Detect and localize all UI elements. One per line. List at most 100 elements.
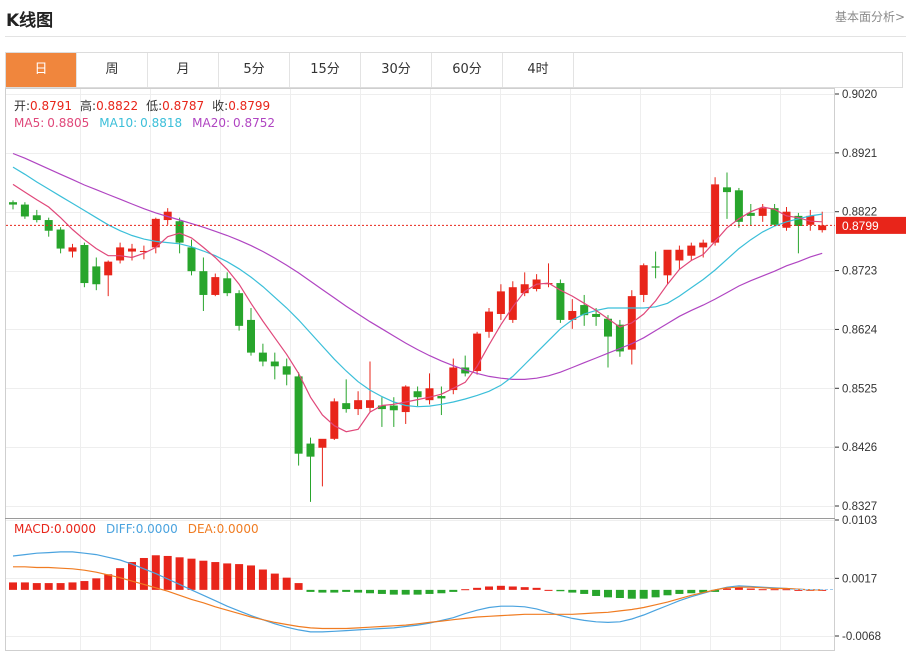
tab-month[interactable]: 月	[148, 53, 219, 87]
candle-body	[687, 245, 696, 256]
candle	[782, 206, 791, 231]
tab-60min[interactable]: 60分	[432, 53, 503, 87]
tab-30min[interactable]: 30分	[361, 53, 432, 87]
candle	[306, 437, 315, 502]
candle-body	[151, 218, 160, 248]
macd-tick-label: 0.0103	[842, 515, 877, 527]
candle-body	[258, 352, 267, 362]
price-tick-label: 0.8624	[842, 324, 878, 336]
candle-body	[330, 401, 339, 439]
candle-body	[746, 212, 755, 216]
macd-bar	[401, 589, 410, 595]
candle	[377, 397, 386, 427]
macd-bar	[437, 589, 446, 594]
candle	[247, 308, 255, 356]
open-label: 开:	[14, 99, 30, 113]
macd-bar	[580, 589, 589, 594]
macd-bar	[663, 589, 672, 596]
macd-bar	[711, 589, 720, 592]
low-label: 低:	[146, 99, 162, 113]
candle-body	[520, 284, 529, 294]
candle-body	[413, 391, 422, 398]
moving-average-lines	[12, 152, 823, 433]
price-tick-label: 0.8525	[842, 383, 877, 395]
macd-bar	[723, 588, 731, 590]
candle-body	[711, 184, 720, 243]
candle	[473, 331, 482, 375]
candle	[211, 273, 220, 297]
candle-body	[425, 388, 434, 401]
candle	[92, 257, 101, 291]
diff-line	[12, 551, 823, 633]
macd-bar	[151, 555, 160, 590]
candlestick-series	[9, 172, 827, 502]
macd-bar	[651, 589, 660, 598]
candle-body	[758, 208, 767, 216]
macd-bar	[366, 589, 374, 594]
macd-bar	[449, 589, 458, 592]
fundamental-analysis-link[interactable]: 基本面分析>	[834, 10, 905, 24]
candle-body	[366, 400, 374, 408]
candle-body	[20, 204, 29, 217]
macd-bar	[758, 589, 767, 591]
candle	[425, 373, 434, 405]
candle-body	[389, 405, 398, 411]
candle	[687, 242, 696, 261]
macd-bar	[20, 582, 29, 590]
macd-bar	[128, 562, 136, 590]
candle-body	[568, 310, 577, 320]
macd-bar	[413, 589, 422, 595]
macd-bar	[604, 589, 612, 598]
candle-body	[806, 215, 815, 225]
macd-bar	[734, 587, 743, 590]
candle-body	[211, 277, 220, 295]
macd-bar	[68, 582, 77, 590]
candle	[56, 227, 65, 254]
close-value: 0.8799	[228, 99, 270, 113]
macd-bar	[318, 589, 327, 593]
candle	[116, 242, 125, 264]
macd-bar	[639, 589, 648, 599]
tab-week[interactable]: 周	[77, 53, 148, 87]
ohlc-legend: 开:0.8791 高:0.8822 低:0.8787 收:0.8799	[14, 98, 270, 113]
macd-bar	[389, 589, 398, 595]
tab-4hour[interactable]: 4时	[503, 53, 574, 87]
candle	[615, 319, 624, 357]
candle-body	[235, 293, 244, 326]
candle	[318, 438, 327, 487]
macd-label: MACD:	[14, 522, 54, 536]
candle-body	[663, 249, 672, 276]
macd-bar	[615, 589, 624, 599]
candle-body	[175, 221, 184, 243]
macd-bar	[235, 564, 244, 590]
macd-bar	[508, 586, 517, 590]
candle	[44, 217, 53, 237]
tab-5min[interactable]: 5分	[219, 53, 290, 87]
macd-bar	[675, 589, 684, 594]
kline-chart[interactable]: 0.8799 0.9020 0.8921 0.8822 0.8723 0.8624 0.8…	[0, 88, 911, 651]
page-title: K线图	[6, 11, 54, 31]
macd-bar	[687, 589, 696, 594]
macd-bar	[556, 589, 565, 592]
candle-body	[306, 443, 315, 457]
macd-bar	[187, 558, 196, 590]
macd-bar	[532, 587, 541, 590]
macd-bar	[520, 587, 529, 590]
candle	[187, 239, 196, 276]
candle	[663, 249, 672, 285]
candle-body	[734, 190, 743, 222]
candle-body	[485, 311, 493, 332]
ma10-line	[12, 166, 823, 408]
tab-day[interactable]: 日	[6, 53, 77, 87]
ma5-label: MA5:	[14, 116, 44, 130]
macd-bar	[211, 562, 220, 590]
price-axis: 0.9020 0.8921 0.8822 0.8723 0.8624 0.8525 0.84…	[835, 89, 878, 513]
period-tabs: 日 周 月 5分 15分 30分 60分 4时	[5, 52, 903, 88]
candle	[342, 379, 351, 413]
candle	[413, 386, 422, 407]
macd-bar	[627, 589, 636, 599]
tab-15min[interactable]: 15分	[290, 53, 361, 87]
candle	[294, 372, 303, 466]
candle-body	[770, 208, 779, 225]
macd-bar	[770, 589, 779, 591]
